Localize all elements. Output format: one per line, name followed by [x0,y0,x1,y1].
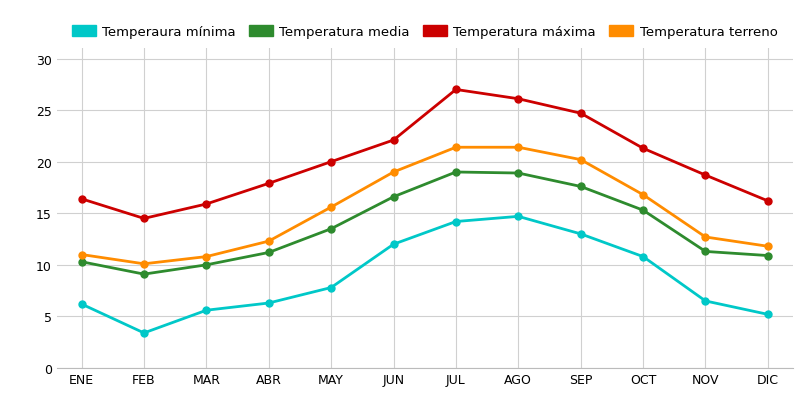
Temperaura mínima [701,299,710,303]
Line: Temperatura terreno: Temperatura terreno [78,144,771,267]
Temperatura media [576,184,586,189]
Temperaura mínima [576,232,586,237]
Temperatura máxima [576,112,586,117]
Temperaura mínima [388,242,398,247]
Temperaura mínima [451,220,461,225]
Temperatura máxima [638,146,648,151]
Temperaura mínima [201,308,211,313]
Temperatura media [388,195,398,200]
Temperatura terreno [638,193,648,198]
Temperatura máxima [326,160,336,165]
Temperatura media [264,250,273,255]
Temperatura máxima [451,88,461,93]
Temperatura máxima [514,97,523,102]
Temperatura terreno [139,262,149,267]
Temperaura mínima [77,302,87,307]
Temperatura media [701,249,710,254]
Temperatura terreno [514,146,523,151]
Line: Temperatura media: Temperatura media [78,169,771,278]
Temperatura máxima [139,216,149,221]
Temperaura mínima [763,312,773,317]
Temperatura media [139,272,149,277]
Temperatura media [638,208,648,213]
Temperatura media [201,263,211,267]
Temperatura máxima [77,197,87,202]
Temperatura terreno [701,235,710,240]
Temperatura máxima [264,182,273,187]
Temperatura terreno [77,252,87,257]
Line: Temperaura mínima: Temperaura mínima [78,213,771,337]
Temperatura media [514,171,523,176]
Temperaura mínima [326,285,336,290]
Temperatura media [77,260,87,265]
Temperatura media [451,170,461,175]
Legend: Temperaura mínima, Temperatura media, Temperatura máxima, Temperatura terreno: Temperaura mínima, Temperatura media, Te… [72,26,777,39]
Temperatura media [763,254,773,258]
Temperatura terreno [763,244,773,249]
Temperaura mínima [638,254,648,259]
Temperatura media [326,227,336,231]
Temperatura máxima [763,199,773,204]
Temperatura terreno [201,254,211,259]
Temperaura mínima [139,330,149,335]
Temperatura máxima [701,173,710,178]
Temperatura terreno [576,158,586,163]
Temperaura mínima [264,301,273,306]
Temperatura terreno [326,205,336,210]
Temperatura máxima [388,138,398,143]
Temperatura terreno [264,239,273,244]
Temperatura terreno [388,170,398,175]
Temperaura mínima [514,214,523,219]
Temperatura máxima [201,202,211,207]
Temperatura terreno [451,146,461,151]
Line: Temperatura máxima: Temperatura máxima [78,87,771,222]
